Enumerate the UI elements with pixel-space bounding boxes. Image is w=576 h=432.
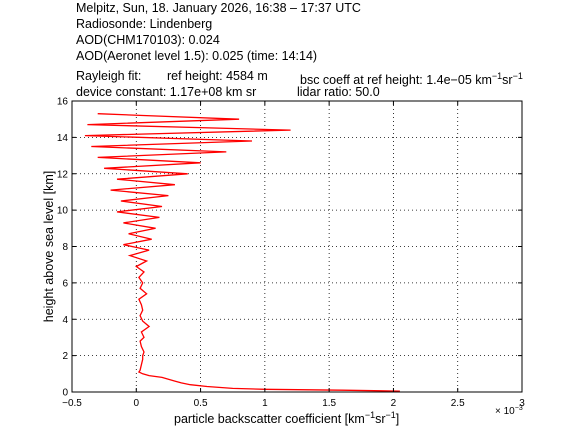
lidar-ratio-text: lidar ratio: 50.0	[297, 85, 380, 99]
data-layer	[84, 113, 400, 392]
ref-height-text: ref height: 4584 m	[167, 69, 268, 83]
x-axis-label-end: ]	[396, 412, 399, 426]
backscatter-profile-line	[84, 113, 400, 392]
x-axis-multiplier-exp: −3	[515, 405, 523, 412]
x-tick-label: 2	[391, 398, 397, 409]
bsc-coeff-prefix: bsc coeff at ref height: 1.4e−05 km	[300, 73, 492, 88]
x-tick-label: 0.5	[194, 398, 208, 409]
y-tick-label: 0	[62, 388, 68, 399]
rayleigh-fit-label: Rayleigh fit:	[76, 69, 142, 83]
y-tick-label: 16	[57, 97, 69, 108]
x-tick-label: 2.5	[451, 398, 465, 409]
x-tick-label: 1	[262, 398, 268, 409]
x-axis-label-mid: sr	[375, 412, 385, 426]
x-axis-label-sup1: −1	[365, 410, 375, 420]
bsc-coeff-mid: sr	[502, 73, 513, 88]
y-axis-label: height above sea level [km]	[42, 171, 56, 322]
y-tick-label: 10	[57, 206, 69, 217]
y-tick-label: 12	[57, 169, 69, 180]
bsc-coeff-sup2: −1	[512, 71, 523, 81]
y-tick-label: 8	[62, 242, 68, 253]
title-line-aod-chm: AOD(CHM170103): 0.024	[76, 33, 220, 47]
bsc-coeff-sup1: −1	[491, 71, 503, 81]
grid-layer	[72, 101, 522, 392]
x-axis-multiplier-base: × 10	[495, 406, 515, 417]
x-axis-label-sup2: −1	[386, 410, 396, 420]
device-constant-text: device constant: 1.17e+08 km sr	[76, 85, 257, 99]
x-axis-label: particle backscatter coefficient [km−1sr…	[174, 410, 399, 426]
y-tick-label: 4	[62, 315, 68, 326]
x-axis-multiplier: × 10−3	[495, 405, 523, 417]
y-tick-label: 14	[57, 133, 69, 144]
title-line-aod-aeronet: AOD(Aeronet level 1.5): 0.025 (time: 14:…	[76, 49, 318, 63]
title-line-location-time: Melpitz, Sun, 18. January 2026, 16:38 – …	[76, 1, 361, 15]
x-tick-label: 3	[519, 398, 525, 409]
title-line-radiosonde: Radiosonde: Lindenberg	[76, 17, 213, 31]
bsc-coeff-text: bsc coeff at ref height: 1.4e−05 km−1sr−…	[300, 68, 523, 88]
x-tick-label: 0	[134, 398, 140, 409]
x-axis-label-main: particle backscatter coefficient [km	[174, 412, 365, 426]
y-tick-label: 6	[62, 278, 68, 289]
y-tick-label: 2	[62, 351, 68, 362]
x-tick-label: −0.5	[62, 398, 82, 409]
x-tick-label: 1.5	[322, 398, 336, 409]
